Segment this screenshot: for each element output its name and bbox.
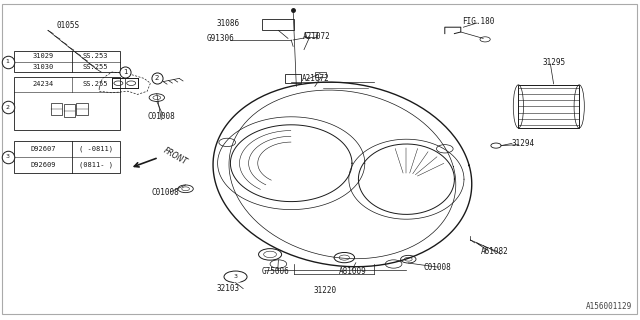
Text: 0105S: 0105S — [57, 21, 80, 30]
Text: C01008: C01008 — [147, 112, 175, 121]
Bar — [51, 103, 63, 116]
Text: C01008: C01008 — [424, 263, 452, 272]
Text: 2: 2 — [6, 105, 10, 110]
Text: 31294: 31294 — [511, 139, 534, 148]
Text: 1: 1 — [123, 69, 128, 75]
Text: (0811- ): (0811- ) — [79, 162, 113, 168]
Bar — [14, 77, 120, 130]
Text: D92609: D92609 — [30, 162, 56, 168]
Text: SS.255: SS.255 — [83, 81, 108, 87]
Text: 32103: 32103 — [216, 284, 239, 293]
Text: 3: 3 — [234, 274, 237, 279]
Bar — [305, 32, 317, 37]
Text: 31220: 31220 — [314, 286, 337, 295]
Text: 1: 1 — [6, 59, 10, 64]
Text: 24234: 24234 — [32, 81, 54, 87]
Text: A61082: A61082 — [481, 247, 509, 256]
Text: 31086: 31086 — [217, 19, 240, 28]
Text: G75006: G75006 — [261, 267, 289, 276]
Text: A21072: A21072 — [303, 32, 331, 41]
Bar — [77, 103, 88, 116]
Text: 31029: 31029 — [32, 53, 54, 60]
Text: FIG.180: FIG.180 — [463, 17, 495, 26]
Bar — [518, 85, 579, 128]
Text: ( -0811): ( -0811) — [79, 146, 113, 152]
Text: D92607: D92607 — [30, 146, 56, 152]
Text: 31295: 31295 — [543, 58, 566, 67]
Text: A81009: A81009 — [339, 267, 367, 276]
Text: SS.255: SS.255 — [83, 64, 108, 70]
Bar — [14, 51, 120, 72]
Text: 3: 3 — [6, 154, 10, 159]
Text: 2: 2 — [155, 76, 159, 81]
Text: FRONT: FRONT — [162, 146, 189, 166]
Text: A156001129: A156001129 — [586, 302, 632, 311]
Text: G91306: G91306 — [207, 34, 235, 43]
Bar — [64, 104, 76, 117]
Text: SS.253: SS.253 — [83, 53, 108, 60]
Text: 31030: 31030 — [32, 64, 54, 70]
Bar — [262, 19, 294, 30]
Bar — [14, 141, 120, 173]
Bar — [285, 74, 301, 83]
Bar — [315, 72, 326, 77]
Text: A21072: A21072 — [301, 74, 330, 83]
Text: C01008: C01008 — [151, 188, 179, 197]
